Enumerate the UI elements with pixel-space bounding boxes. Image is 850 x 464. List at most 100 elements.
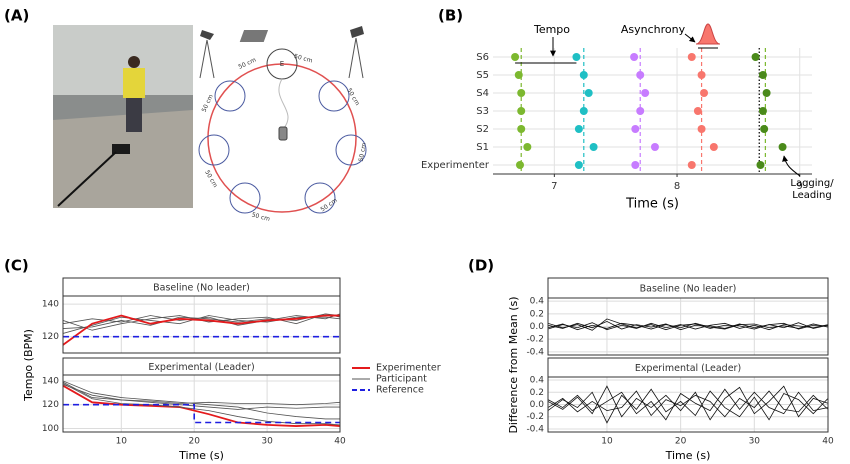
dot [636,71,645,79]
y-tick-label: S2 [476,124,489,135]
series-line [63,403,340,424]
y-tick-label: -0.2 [526,335,544,345]
series-group [548,385,828,424]
x-axis-title: Time (s) [178,449,224,462]
distance-label: 50 cm [358,142,368,162]
panel-label: (C) [4,257,29,275]
dot [631,161,640,169]
y-tick-label: -0.4 [526,424,544,434]
dot [700,89,709,97]
series-line [63,384,340,427]
dot [574,125,583,133]
panel-label: (A) [4,7,29,25]
x-tick-label: 40 [822,437,834,447]
y-tick-label: S1 [476,142,489,153]
series-group [63,313,340,346]
dot [589,143,598,151]
y-tick-label: 0.4 [530,297,545,307]
dot [687,161,696,169]
x-tick-label: 30 [261,437,273,447]
series-line [63,384,340,406]
x-tick-label: 20 [188,437,200,447]
arrow [782,155,801,177]
dot [511,53,520,61]
strip-title: Experimental (Leader) [635,363,741,374]
setup-diagram [198,26,367,214]
legend-label: Experimenter [376,363,441,374]
series-line [63,381,340,410]
legend-label: Reference [376,385,424,396]
annotation: Asynchrony [621,23,686,36]
dot [631,125,640,133]
dot [760,125,769,133]
plot-border [62,295,341,354]
y-tick-label: 0.2 [530,388,544,398]
dot [687,53,696,61]
y-tick-label: Experimenter [421,160,490,171]
plot-border [62,374,341,433]
series-line [548,318,828,331]
y-tick-label: 0.2 [530,309,544,319]
x-tick-label: 30 [749,437,761,447]
y-tick-label: 140 [42,376,59,386]
plot-border [547,376,829,433]
strip-title: Baseline (No leader) [153,283,250,294]
y-tick-label: S5 [476,70,489,81]
y-tick-label: -0.2 [526,412,544,422]
dot [517,107,526,115]
y-tick-label: 140 [42,300,59,310]
strip-title: Experimental (Leader) [148,362,254,373]
dot [758,71,767,79]
series-line [63,382,340,426]
dot [517,125,526,133]
series-line [548,388,828,424]
dot [751,53,760,61]
y-tick-label: -0.4 [526,347,544,357]
dot [636,107,645,115]
dot [579,107,588,115]
panel-label: (B) [438,7,463,25]
y-tick-label: S6 [476,52,489,63]
x-tick-label: 9 [797,181,803,192]
dot [641,89,650,97]
series-group [548,318,828,331]
series-line [63,313,340,326]
asynchrony-distribution [695,23,721,45]
x-tick-label: 20 [675,437,687,447]
plot-border [547,297,829,356]
strip-title: Baseline (No leader) [640,284,737,295]
x-axis-title: Time (s) [665,449,711,462]
annotation: Leading [792,190,832,201]
series-line [548,322,828,331]
y-tick-label: 120 [42,332,59,342]
dot [584,89,593,97]
y-tick-label: 0.0 [530,400,545,410]
y-axis-title: Difference from Mean (s) [507,296,520,433]
dot [693,107,702,115]
dot [778,143,787,151]
dot [517,89,526,97]
series-group [63,380,340,427]
series-line [63,380,340,420]
distance-label: 50 cm [251,211,271,223]
dot [758,107,767,115]
y-tick-label: S3 [476,106,489,117]
dot [572,53,581,61]
dot [579,71,588,79]
y-tick-label: 0.4 [530,376,545,386]
legend-label: Participant [376,374,427,385]
y-axis-title: Tempo (BPM) [22,329,35,402]
y-tick-label: 120 [42,400,59,410]
x-tick-label: 8 [674,181,680,192]
dot [514,71,523,79]
x-tick-label: 10 [116,437,128,447]
series-line [63,313,340,331]
annotation: Lagging/ [790,178,834,189]
annotation: Tempo [533,23,570,36]
dot [697,125,706,133]
x-tick-label: 10 [601,437,613,447]
photo [53,25,193,208]
series-line [548,388,828,421]
y-tick-label: 0.0 [530,322,545,332]
